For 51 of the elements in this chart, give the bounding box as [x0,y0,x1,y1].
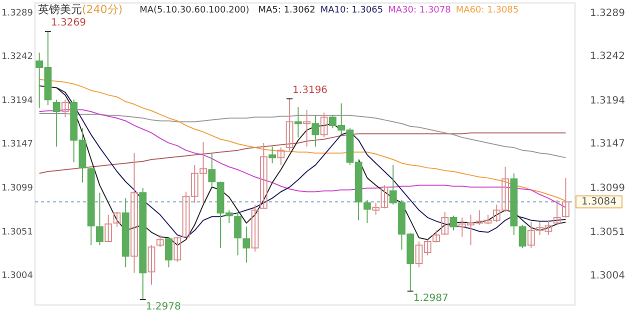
annotation: MA(5.10.30.60.100.200) [140,5,250,16]
y-tick-label: 1.3194 [2,96,34,106]
y2-tick-label: 1.3147 [590,138,625,150]
annotation: 1.2987 [413,293,448,304]
candlestick [364,200,371,224]
candlestick [148,244,156,286]
candlestick [156,234,164,248]
annotation: 1.3196 [292,84,328,96]
y-tick-label: 1.3004 [2,270,34,282]
ref-line-label: 1.3084 [582,196,616,208]
chart-title: 英镑美元 [38,3,82,16]
y2-tick-label: 1.3289 [590,8,625,19]
candlestick [260,142,268,209]
text: MA30: 1.3078 [388,5,452,16]
y2-tick-label: 1.3051 [590,226,625,238]
text: MA5: 1.3062 [258,5,316,16]
candlestick [562,177,570,218]
y-tick-label: 1.3289 [2,8,34,19]
chart-subtitle: (240分) [82,3,123,16]
candlestick [320,112,328,138]
candlestick [286,98,294,151]
y2-tick-label: 1.3099 [590,182,625,194]
candlestick [277,147,285,166]
y-tick-label: 1.3051 [2,228,33,238]
candlestick [450,215,458,231]
candlestick [312,114,320,148]
y2-tick-label: 1.3004 [590,270,625,282]
candlestick [268,146,276,164]
annotation: 1.2978 [146,301,181,312]
candlestick [165,237,172,268]
candlestick [208,152,216,188]
line-series [38,132,566,174]
candlestick [62,99,69,118]
candlestick [303,109,311,148]
candlestick [52,99,60,148]
candlestick [130,152,138,274]
y-tick-label: 1.3147 [2,139,33,150]
candlestick [294,106,302,138]
candlestick [251,204,259,252]
candlestick [553,200,561,226]
y2-tick-label: 1.3242 [590,51,625,62]
text: MA10: 1.3065 [320,5,384,16]
candlestick [104,214,112,242]
annotation: 1.3269 [50,18,86,29]
text: MA60: 1.3085 [456,5,519,16]
candlestick [113,212,121,228]
candlestick [174,236,182,262]
y-tick-label: 1.3242 [2,52,33,62]
candlestick [441,212,449,236]
y-tick-label: 1.3099 [2,184,34,194]
y2-tick-label: 1.3194 [590,95,625,106]
